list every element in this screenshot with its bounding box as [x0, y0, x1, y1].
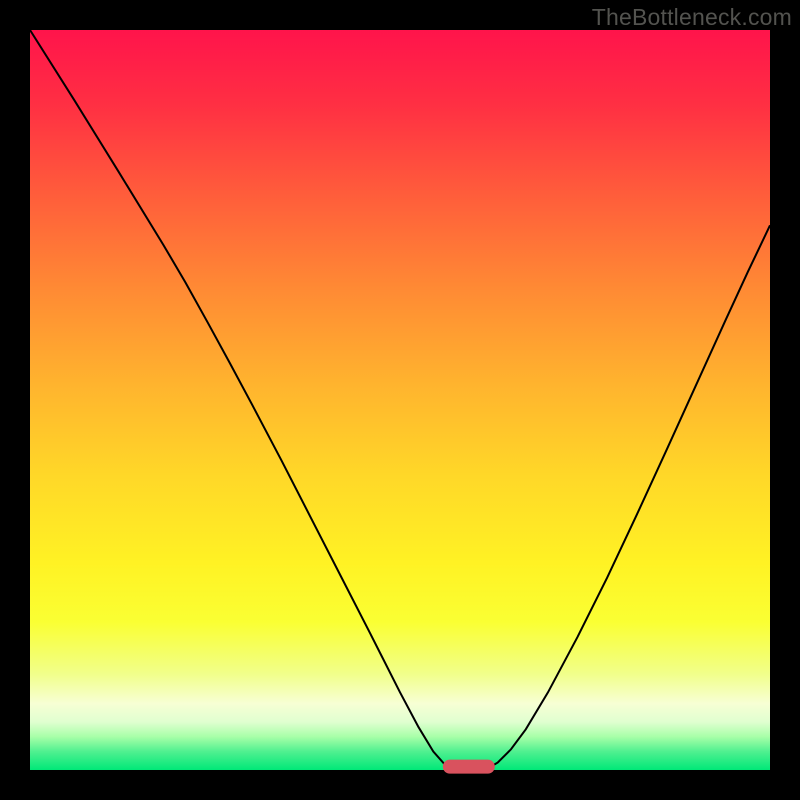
- plot-background: [30, 30, 770, 770]
- optimum-marker: [443, 760, 495, 774]
- watermark-text: TheBottleneck.com: [592, 4, 792, 31]
- chart-container: TheBottleneck.com: [0, 0, 800, 800]
- chart-svg: [0, 0, 800, 800]
